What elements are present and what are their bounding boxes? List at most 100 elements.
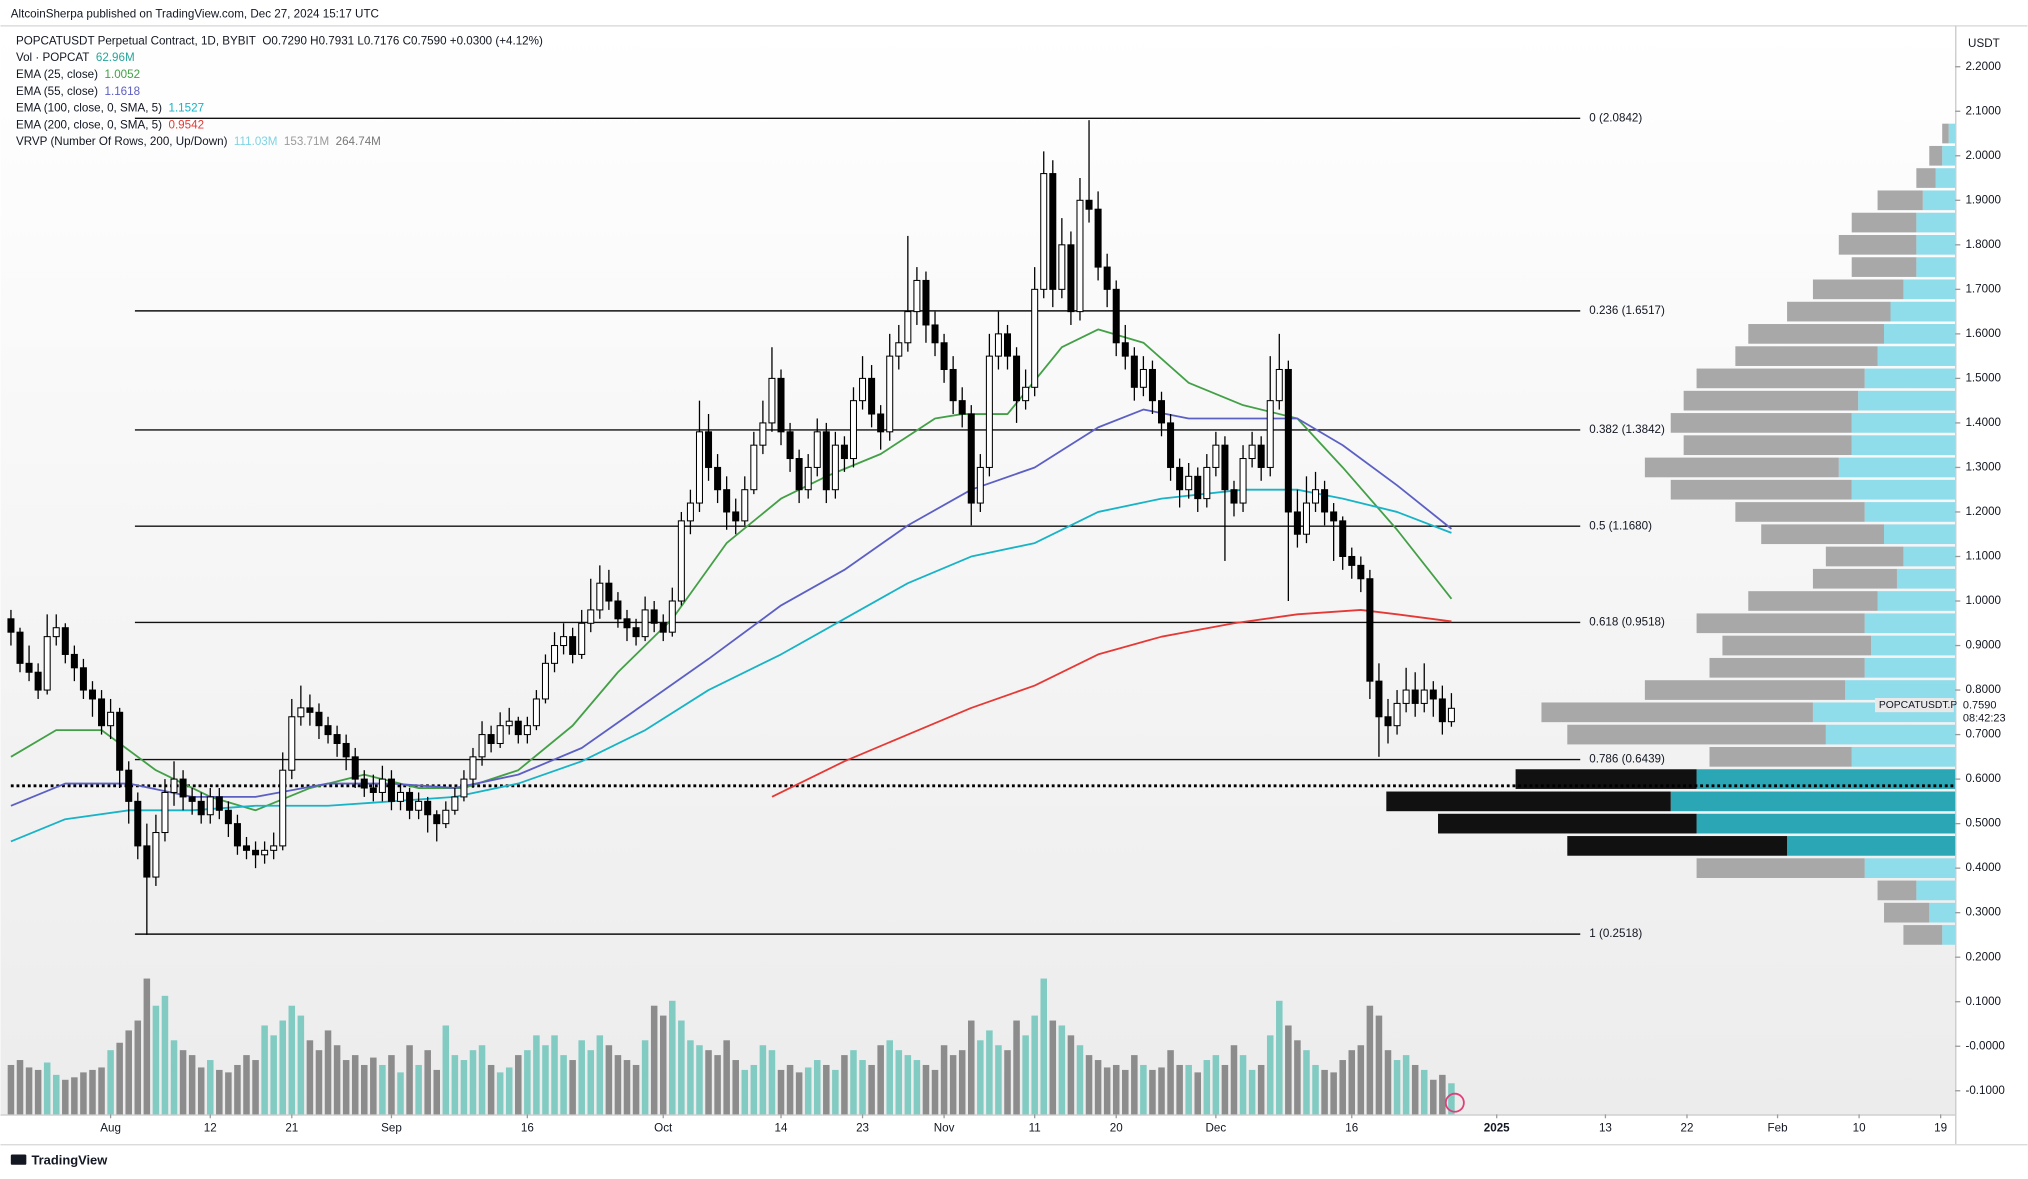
x-tick-label: Aug	[100, 1122, 121, 1135]
candle-body	[451, 796, 459, 811]
volume-bar	[62, 1079, 69, 1115]
volume-bar	[351, 1055, 359, 1115]
profile-up	[1851, 435, 1956, 456]
volume-bar	[206, 1060, 214, 1115]
currency: USDT	[1968, 37, 2000, 50]
candle-body	[1112, 288, 1120, 344]
volume-bar	[913, 1060, 921, 1115]
candle-body	[478, 734, 486, 758]
volume-bar	[1439, 1074, 1446, 1115]
volume-bar	[361, 1064, 368, 1115]
volume-bar	[1031, 1015, 1038, 1115]
candle-body	[913, 279, 921, 313]
x-tick-label: Dec	[1206, 1122, 1227, 1135]
volume-bar	[1248, 1069, 1256, 1115]
candle-body	[406, 791, 414, 811]
brand: TradingView	[32, 1152, 109, 1167]
volume-bar	[333, 1045, 341, 1115]
volume-bar	[505, 1067, 513, 1115]
volume-bar	[161, 995, 169, 1115]
x-tick-label: Sep	[381, 1122, 402, 1135]
candle-body	[723, 489, 731, 513]
volume-bar	[116, 1042, 123, 1115]
candle-body	[306, 707, 314, 713]
ema-line	[10, 488, 1452, 843]
volume-bar	[1321, 1069, 1328, 1115]
volume-bar	[669, 1000, 676, 1115]
candle-body	[505, 720, 513, 727]
volume-bar	[89, 1069, 96, 1115]
x-tick-label: Feb	[1768, 1122, 1788, 1135]
volume-bar	[1203, 1060, 1211, 1115]
candle-body	[7, 618, 15, 633]
profile-up	[1825, 724, 1956, 745]
volume-bar	[650, 1005, 658, 1115]
volume-bar	[632, 1064, 640, 1115]
volume-bar	[1430, 1079, 1437, 1115]
volume-bar	[1022, 1035, 1029, 1115]
candle-body	[532, 698, 540, 727]
volume-bar	[52, 1074, 60, 1115]
volume-bar	[433, 1069, 441, 1115]
ema-value: 0.9542	[168, 118, 204, 131]
candle-body	[206, 796, 214, 816]
volume-bar	[1402, 1055, 1410, 1115]
profile-down	[1386, 791, 1671, 812]
ema-line	[10, 408, 1453, 807]
volume-bar	[940, 1045, 948, 1115]
candle-body	[1076, 199, 1084, 313]
candle-body	[1275, 368, 1283, 402]
candle-body	[551, 645, 559, 664]
fib-label: 0.786 (0.6439)	[1589, 753, 1665, 766]
profile-down	[1735, 502, 1865, 522]
plot-background	[0, 25, 1956, 1115]
y-tick-label: 0.7000	[1965, 728, 2001, 741]
y-tick-label: 1.4000	[1965, 416, 2001, 429]
volume-bar	[43, 1062, 51, 1115]
volume-bar	[968, 1020, 975, 1115]
candle-body	[1176, 466, 1184, 491]
x-tick-label: 11	[1029, 1122, 1041, 1135]
candle-body	[161, 791, 169, 834]
volume-bar	[569, 1060, 576, 1115]
candle-body	[940, 342, 948, 371]
y-tick-label: 0.6000	[1965, 772, 2001, 785]
profile-down	[1748, 324, 1885, 344]
candle-body	[315, 711, 323, 727]
candle-body	[233, 823, 241, 847]
candle-body	[1158, 400, 1166, 424]
volume-bar	[877, 1045, 884, 1115]
volume-bar	[1176, 1064, 1183, 1115]
candle-body	[641, 609, 649, 638]
volume-bar	[1330, 1072, 1337, 1115]
y-tick-label: -0.1000	[1965, 1084, 2005, 1097]
profile-down	[1877, 880, 1917, 901]
candle-body	[1429, 689, 1437, 700]
profile-up	[1670, 791, 1956, 812]
candle-body	[215, 796, 223, 811]
volume-bar	[850, 1050, 857, 1115]
candle-body	[777, 377, 785, 433]
candle-body	[587, 609, 595, 624]
vrvp-name: VRVP (Number Of Rows, 200, Up/Down)	[16, 135, 228, 148]
volume-bar	[723, 1040, 730, 1115]
profile-down	[1541, 702, 1813, 723]
volume-bar	[279, 1020, 286, 1115]
profile-up	[1916, 234, 1956, 255]
candle-body	[1339, 520, 1347, 558]
volume-bar	[460, 1060, 468, 1115]
candle-body	[1185, 475, 1193, 491]
profile-down	[1515, 769, 1697, 789]
publisher: AltcoinSherpa published on TradingView.c…	[11, 7, 379, 20]
volume-bar	[451, 1055, 459, 1115]
volume-bar	[16, 1060, 24, 1115]
volume-bar	[922, 1064, 930, 1115]
candle-body	[813, 431, 821, 468]
profile-down	[1696, 613, 1865, 634]
volume-bar	[1212, 1055, 1220, 1115]
ema-value: 1.1527	[168, 102, 204, 115]
candle-body	[424, 800, 432, 816]
profile-up	[1942, 145, 1956, 166]
candle-body	[804, 466, 812, 491]
candle-body	[1266, 400, 1274, 468]
